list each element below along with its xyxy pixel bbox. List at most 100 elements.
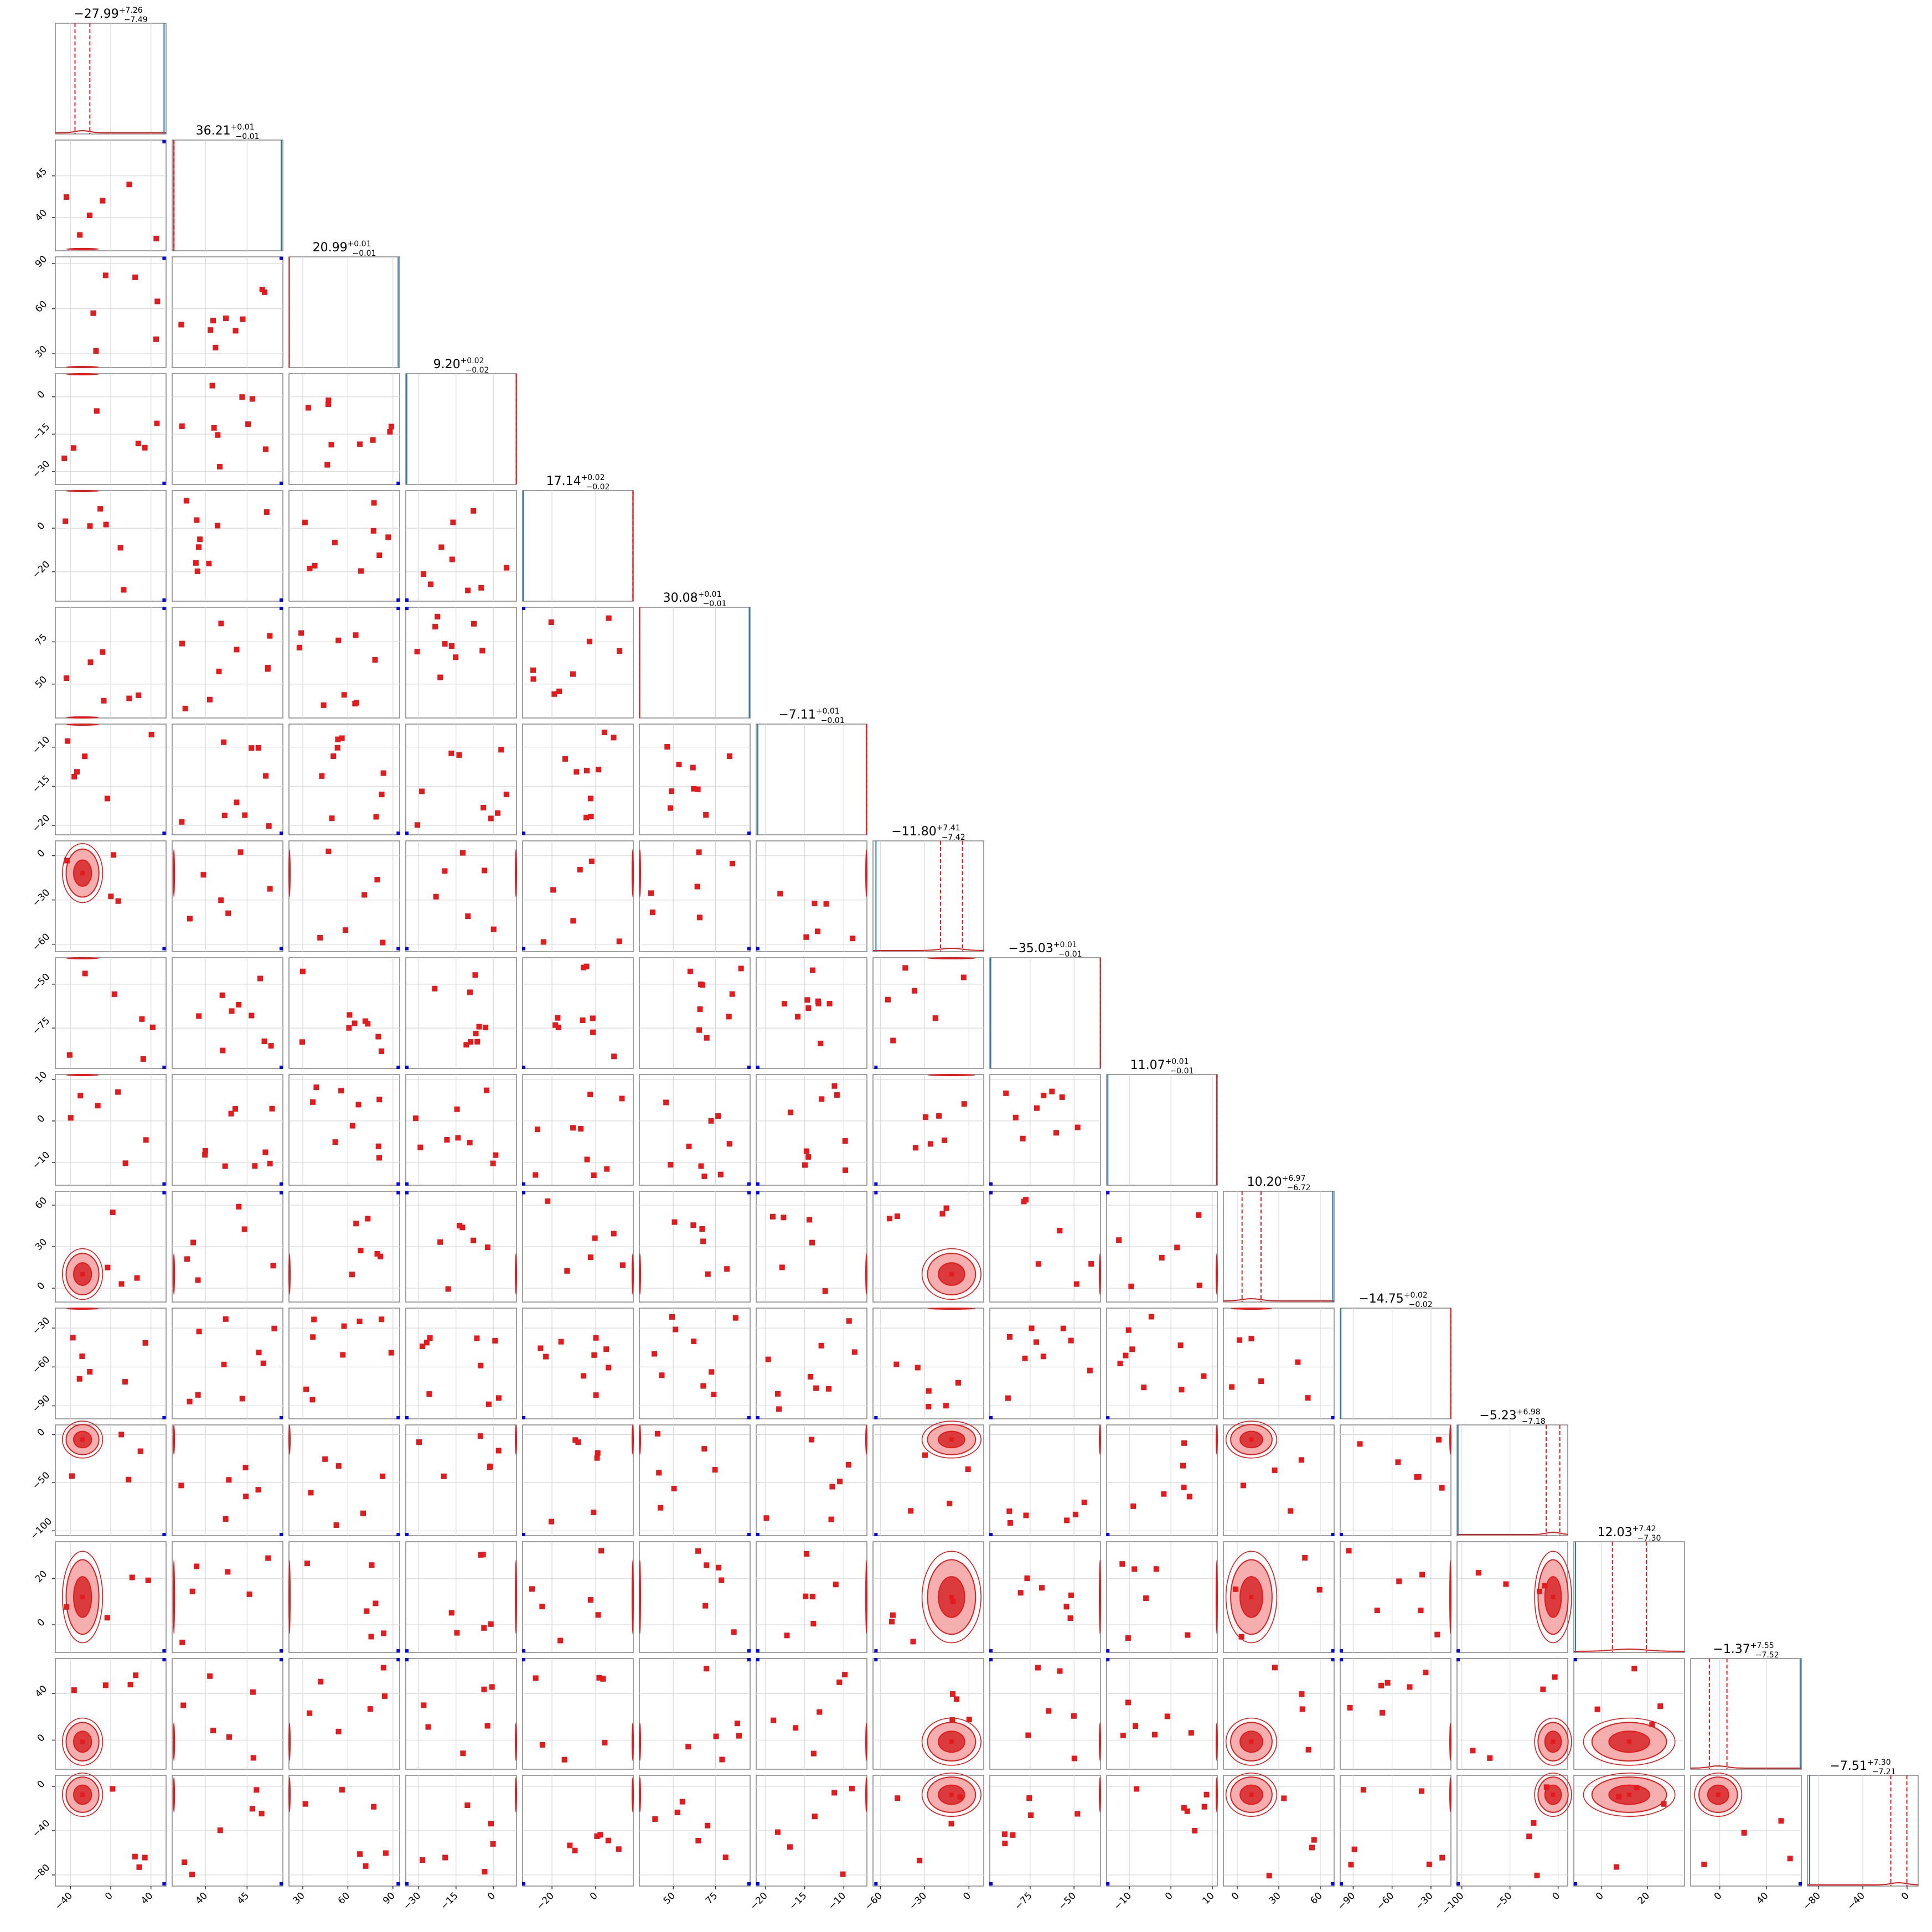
outlier-point [926, 1403, 932, 1409]
density-contour [1583, 1773, 1676, 1817]
outlier-point [586, 638, 592, 644]
outlier-point [484, 1723, 490, 1729]
panel-frame [756, 1424, 867, 1536]
outlier-point [474, 1039, 481, 1045]
outlier-point [1010, 1832, 1016, 1838]
density-band [639, 849, 641, 897]
outlier-point [381, 1630, 387, 1636]
outlier-point [217, 1827, 223, 1833]
panel-frame [639, 1658, 751, 1770]
density-band [288, 1722, 291, 1761]
x-tick-label: −60 [1375, 1890, 1397, 1913]
outlier-point [77, 232, 83, 238]
outlier-point [1701, 1861, 1707, 1867]
panel-frame [288, 1658, 400, 1770]
truth-marker [396, 1658, 400, 1662]
outlier-point [691, 1338, 697, 1344]
outlier-point [463, 1042, 469, 1048]
outlier-point [376, 1155, 383, 1161]
outlier-point [696, 915, 702, 921]
panel-frame [1690, 1658, 1802, 1770]
scatter-panel [55, 1420, 167, 1536]
outlier-point [587, 1092, 593, 1098]
scatter-panel [405, 1541, 517, 1653]
density-band [515, 1253, 517, 1295]
outlier-point [135, 441, 141, 447]
outlier-point [545, 1198, 551, 1204]
scatter-panel [55, 373, 167, 485]
outlier-point [252, 1163, 258, 1169]
scatter-panel [55, 490, 167, 602]
outlier-point [195, 1392, 201, 1398]
outlier-point [448, 643, 454, 649]
y-tick-label: 45 [33, 166, 49, 182]
outlier-point [194, 568, 200, 574]
y-tick-label: 40 [33, 208, 49, 224]
outlier-point [380, 1665, 386, 1671]
outlier-point [442, 641, 448, 647]
outlier-point [102, 272, 109, 278]
outlier-point [804, 997, 810, 1003]
histogram-panel: −7.51+7.30 −7.21 [1807, 1758, 1919, 1887]
outlier-point [965, 1466, 971, 1473]
truth-marker [1340, 1533, 1343, 1536]
outlier-point [243, 1494, 249, 1500]
truth-marker [162, 1882, 166, 1885]
outlier-point [267, 886, 273, 892]
outlier-point [489, 1684, 495, 1690]
outlier-point [182, 1859, 188, 1866]
y-tick-label: 60 [33, 298, 49, 314]
outlier-point [239, 1396, 245, 1402]
truth-marker [162, 607, 166, 610]
outlier-point [539, 1742, 545, 1748]
truth-marker [1106, 1658, 1110, 1662]
y-tick-label: 30 [33, 344, 49, 360]
density-contour [1583, 1717, 1676, 1766]
outlier-point [220, 1047, 226, 1053]
outlier-point [851, 1349, 857, 1355]
x-tick-label: 30 [1267, 1890, 1283, 1907]
truth-marker [756, 1066, 760, 1069]
outlier-point [594, 1455, 600, 1461]
outlier-point [206, 696, 213, 702]
outlier-point [352, 1020, 358, 1026]
outlier-point [321, 702, 327, 708]
panel-frame [522, 1541, 634, 1653]
outlier-point [375, 1034, 381, 1040]
panel-frame [522, 1658, 634, 1770]
outlier-point [705, 1271, 711, 1277]
scatter-panel [522, 724, 634, 835]
outlier-point [183, 498, 189, 504]
density-contour [61, 1717, 104, 1766]
outlier-point [493, 1152, 499, 1158]
y-tick-label: 0 [35, 1732, 48, 1744]
panel-frame [989, 1658, 1101, 1770]
outlier-point [115, 898, 121, 904]
outlier-point [242, 812, 248, 818]
scatter-panel [522, 1191, 634, 1303]
truth-marker [396, 1649, 400, 1653]
scatter-panel [288, 957, 400, 1069]
density-contour [1534, 1717, 1572, 1766]
panel-frame [405, 607, 517, 719]
panel-frame [522, 490, 634, 602]
outlier-point [419, 788, 425, 794]
x-tick-label: 10 [1200, 1890, 1216, 1907]
outlier-point [1348, 1862, 1354, 1868]
density-band [1216, 1424, 1218, 1455]
outlier-point [266, 823, 272, 829]
outlier-point [659, 1372, 665, 1378]
outlier-point [1395, 1459, 1401, 1465]
density-band [632, 1559, 634, 1635]
outlier-point [378, 1253, 384, 1259]
outlier-point [890, 1037, 896, 1044]
scatter-panel [405, 1308, 517, 1419]
density-band [173, 1253, 175, 1295]
scatter-panel [1340, 1424, 1451, 1536]
panel-frame [405, 1074, 517, 1186]
outlier-point [1125, 1327, 1132, 1333]
outlier-point [812, 1814, 818, 1820]
x-tick-label: 0 [1899, 1890, 1912, 1903]
y-tick-label: 40 [33, 1683, 49, 1699]
density-band [865, 849, 867, 897]
